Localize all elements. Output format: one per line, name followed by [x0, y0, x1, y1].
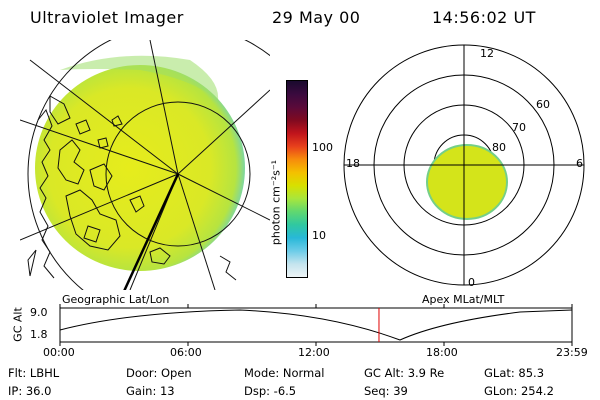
polar-plot: [343, 44, 585, 286]
info-gain: Gain: 13: [126, 384, 175, 398]
time-label: 14:56:02 UT: [432, 8, 536, 27]
info-flt: Flt: LBHL: [8, 366, 60, 380]
mlt-label-18: 18: [346, 157, 360, 170]
polar-panel-label: Apex MLat/MLT: [422, 293, 505, 306]
info-ip: IP: 36.0: [8, 384, 52, 398]
timeline-tick-0600: 06:00: [170, 346, 202, 359]
info-seq: Seq: 39: [364, 384, 408, 398]
mlat-label-60: 60: [536, 98, 550, 111]
timeline-ymax: 9.0: [30, 306, 48, 319]
altitude-curve: [59, 309, 573, 341]
instrument-title: Ultraviolet Imager: [30, 8, 184, 27]
colorbar: [286, 80, 308, 278]
mlt-label-6: 6: [576, 157, 583, 170]
timeline-tick-1800: 18:00: [426, 346, 458, 359]
geographic-grid: [20, 40, 270, 290]
colorbar-tick-10: 10: [312, 229, 326, 242]
colorbar-tick-100: 100: [312, 141, 333, 154]
mlat-label-70: 70: [512, 121, 526, 134]
info-dsp: Dsp: -6.5: [244, 384, 297, 398]
info-door: Door: Open: [126, 366, 192, 380]
timeline-tick-2359: 23:59: [556, 346, 588, 359]
info-glon: GLon: 254.2: [484, 384, 554, 398]
mlat-label-80: 80: [492, 141, 506, 154]
orbit-track: [123, 173, 180, 290]
info-gcalt: GC Alt: 3.9 Re: [364, 366, 445, 380]
timeline-ymin: 1.8: [30, 328, 48, 341]
auroral-oval: [426, 144, 508, 220]
geo-panel-label: Geographic Lat/Lon: [62, 293, 170, 306]
coastline-outline: [27, 95, 237, 281]
mlt-label-12: 12: [480, 47, 494, 60]
mlt-label-0: 0: [468, 276, 475, 289]
date-label: 29 May 00: [272, 8, 361, 27]
timeline-tick-1200: 12:00: [298, 346, 330, 359]
info-mode: Mode: Normal: [244, 366, 325, 380]
timeline-tick-0000: 00:00: [43, 346, 75, 359]
info-glat: GLat: 85.3: [484, 366, 545, 380]
